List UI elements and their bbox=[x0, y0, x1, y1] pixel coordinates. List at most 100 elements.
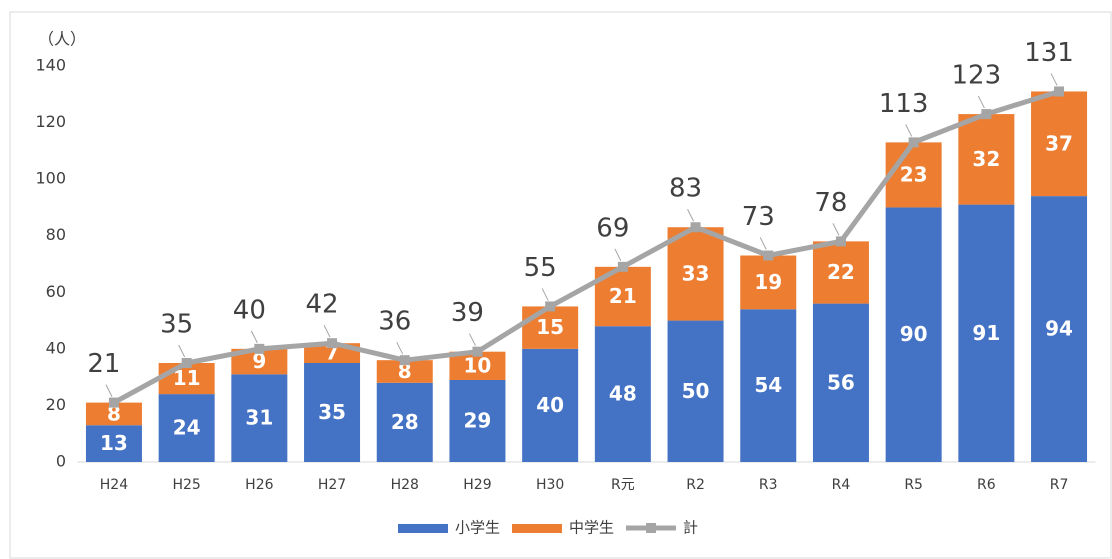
data-label: 32 bbox=[972, 147, 1000, 171]
y-tick-label: 0 bbox=[56, 452, 66, 471]
data-label: 22 bbox=[827, 260, 855, 284]
data-label: 37 bbox=[1045, 131, 1073, 155]
leader-line bbox=[396, 341, 404, 355]
total-label: 131 bbox=[1024, 38, 1074, 68]
line-marker bbox=[181, 358, 192, 368]
bar-segment bbox=[885, 207, 942, 462]
leader-line bbox=[323, 324, 331, 338]
line-marker bbox=[763, 250, 774, 261]
bar-segment bbox=[1031, 196, 1088, 462]
x-tick-label: R2 bbox=[686, 477, 705, 493]
data-label: 33 bbox=[682, 261, 710, 285]
x-tick-label: R6 bbox=[977, 477, 996, 493]
y-tick-label: 100 bbox=[35, 169, 66, 188]
data-label: 31 bbox=[245, 406, 273, 430]
chart-frame bbox=[9, 11, 1112, 559]
data-label: 13 bbox=[100, 431, 128, 455]
y-tick-label: 40 bbox=[46, 338, 66, 357]
bar-segment bbox=[376, 382, 433, 462]
bar-segment bbox=[85, 402, 142, 426]
data-label: 23 bbox=[900, 162, 928, 186]
legend-label: 小学生 bbox=[455, 519, 500, 537]
leader-line bbox=[250, 330, 258, 344]
leader-line bbox=[178, 344, 186, 358]
line-marker bbox=[617, 261, 628, 272]
x-tick-label: R3 bbox=[759, 477, 778, 493]
line-marker bbox=[835, 236, 846, 247]
legend-label: 計 bbox=[683, 519, 698, 537]
total-label: 83 bbox=[669, 174, 702, 204]
leader-line bbox=[832, 223, 840, 236]
total-label: 113 bbox=[879, 89, 929, 119]
data-label: 10 bbox=[464, 353, 492, 377]
legend-swatch bbox=[398, 524, 448, 533]
data-label: 35 bbox=[318, 400, 346, 424]
data-label: 28 bbox=[391, 410, 419, 434]
total-label: 36 bbox=[378, 307, 411, 337]
leader-line bbox=[105, 384, 113, 397]
line-marker bbox=[472, 346, 483, 357]
leader-line bbox=[1050, 73, 1058, 86]
bar-segment bbox=[231, 374, 288, 462]
y-tick-label: 80 bbox=[46, 225, 66, 244]
data-label: 40 bbox=[536, 393, 564, 417]
total-label: 21 bbox=[87, 349, 120, 379]
line-marker bbox=[981, 109, 992, 120]
leader-line bbox=[541, 288, 549, 301]
leader-line bbox=[614, 248, 622, 262]
data-label: 48 bbox=[609, 382, 637, 406]
data-label: 29 bbox=[464, 408, 492, 432]
x-tick-label: H30 bbox=[536, 477, 564, 493]
bar-segment bbox=[667, 227, 724, 321]
line-marker bbox=[1054, 86, 1065, 97]
data-label: 90 bbox=[900, 322, 928, 346]
total-label: 73 bbox=[742, 202, 775, 232]
y-tick-label: 120 bbox=[35, 112, 66, 131]
line-marker bbox=[327, 338, 338, 349]
data-label: 91 bbox=[972, 321, 1000, 345]
leader-line bbox=[759, 237, 767, 250]
total-label: 42 bbox=[306, 290, 339, 320]
total-line bbox=[112, 89, 1060, 405]
total-label: 40 bbox=[233, 295, 266, 325]
total-label: 69 bbox=[596, 213, 629, 243]
data-label: 24 bbox=[173, 416, 201, 440]
data-label: 15 bbox=[536, 315, 564, 339]
line-marker bbox=[254, 343, 265, 354]
leader-line bbox=[687, 209, 694, 222]
data-label: 21 bbox=[609, 284, 637, 308]
x-tick-label: H24 bbox=[100, 477, 128, 493]
line-marker bbox=[690, 222, 701, 233]
bar-segment bbox=[740, 309, 797, 462]
bar-segment bbox=[958, 204, 1015, 462]
total-label: 55 bbox=[524, 253, 557, 283]
leader-line bbox=[905, 124, 913, 137]
leader-line bbox=[977, 95, 985, 109]
bar-segment bbox=[304, 363, 361, 462]
data-label: 19 bbox=[754, 270, 782, 294]
bar-segment bbox=[449, 379, 506, 462]
line-marker bbox=[399, 355, 410, 366]
data-label: 9 bbox=[252, 349, 266, 373]
x-tick-label: R元 bbox=[611, 477, 635, 493]
line-marker bbox=[545, 301, 556, 312]
data-label: 94 bbox=[1045, 317, 1073, 341]
line-marker bbox=[108, 397, 119, 408]
bar-segment bbox=[594, 326, 651, 462]
x-tick-label: R4 bbox=[832, 477, 851, 493]
x-tick-label: H28 bbox=[391, 477, 419, 493]
bar-segment bbox=[812, 241, 869, 304]
y-unit-label: （人） bbox=[38, 30, 86, 49]
total-label: 78 bbox=[814, 188, 847, 218]
legend-label: 中学生 bbox=[569, 519, 614, 537]
bar-segment bbox=[1031, 91, 1088, 197]
data-label: 54 bbox=[754, 373, 782, 397]
x-tick-label: H25 bbox=[172, 477, 200, 493]
bar-segment bbox=[667, 320, 724, 462]
bar-segment bbox=[158, 363, 215, 395]
data-label: 50 bbox=[682, 379, 710, 403]
bar-segment bbox=[958, 114, 1015, 205]
bar-segment bbox=[522, 348, 579, 462]
bar-segment bbox=[85, 425, 142, 462]
